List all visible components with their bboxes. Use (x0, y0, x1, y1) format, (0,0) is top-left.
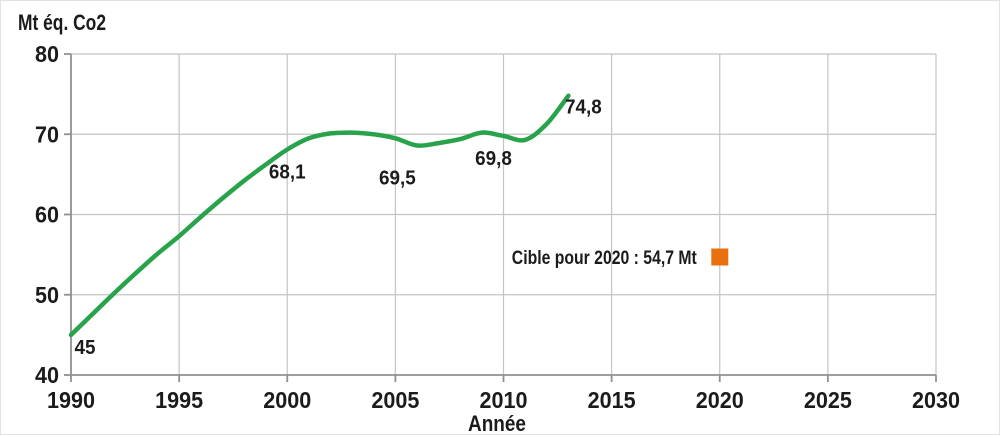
y-tick-labels: 40 50 60 70 80 (35, 41, 59, 388)
target-label: Cible pour 2020 : 54,7 Mt (512, 248, 698, 269)
data-point-label: 45 (75, 337, 96, 359)
x-tick-labels: 1990 1995 2000 2005 2010 2015 2020 2025 2030 (47, 387, 960, 413)
x-tick-label: 2015 (588, 387, 636, 413)
target-marker (711, 248, 729, 266)
x-tick-label: 2020 (696, 387, 744, 413)
data-point-label: 69,5 (379, 167, 416, 189)
axes (64, 53, 937, 382)
data-point-label: 74,8 (565, 97, 602, 119)
y-axis-title: Mt éq. Co2 (18, 10, 106, 35)
y-tick-label: 40 (35, 362, 59, 388)
y-tick-label: 80 (35, 41, 59, 67)
x-tick-label: 2005 (371, 387, 419, 413)
x-tick-label: 2000 (263, 387, 311, 413)
data-point-labels: 45 68,1 69,5 69,8 74,8 (75, 97, 602, 359)
y-tick-label: 60 (35, 202, 59, 228)
x-tick-label: 1995 (155, 387, 203, 413)
data-point-label: 68,1 (269, 161, 306, 183)
y-tick-label: 50 (35, 282, 59, 308)
gridlines (71, 53, 937, 375)
emissions-line (68, 93, 571, 338)
x-tick-label: 1990 (47, 387, 95, 413)
x-tick-label: 2025 (804, 387, 852, 413)
data-point-label: 69,8 (475, 148, 512, 170)
x-tick-label: 2010 (480, 387, 528, 413)
y-tick-label: 70 (35, 121, 59, 147)
x-tick-label: 2030 (912, 387, 960, 413)
x-axis-title: Année (468, 411, 526, 436)
